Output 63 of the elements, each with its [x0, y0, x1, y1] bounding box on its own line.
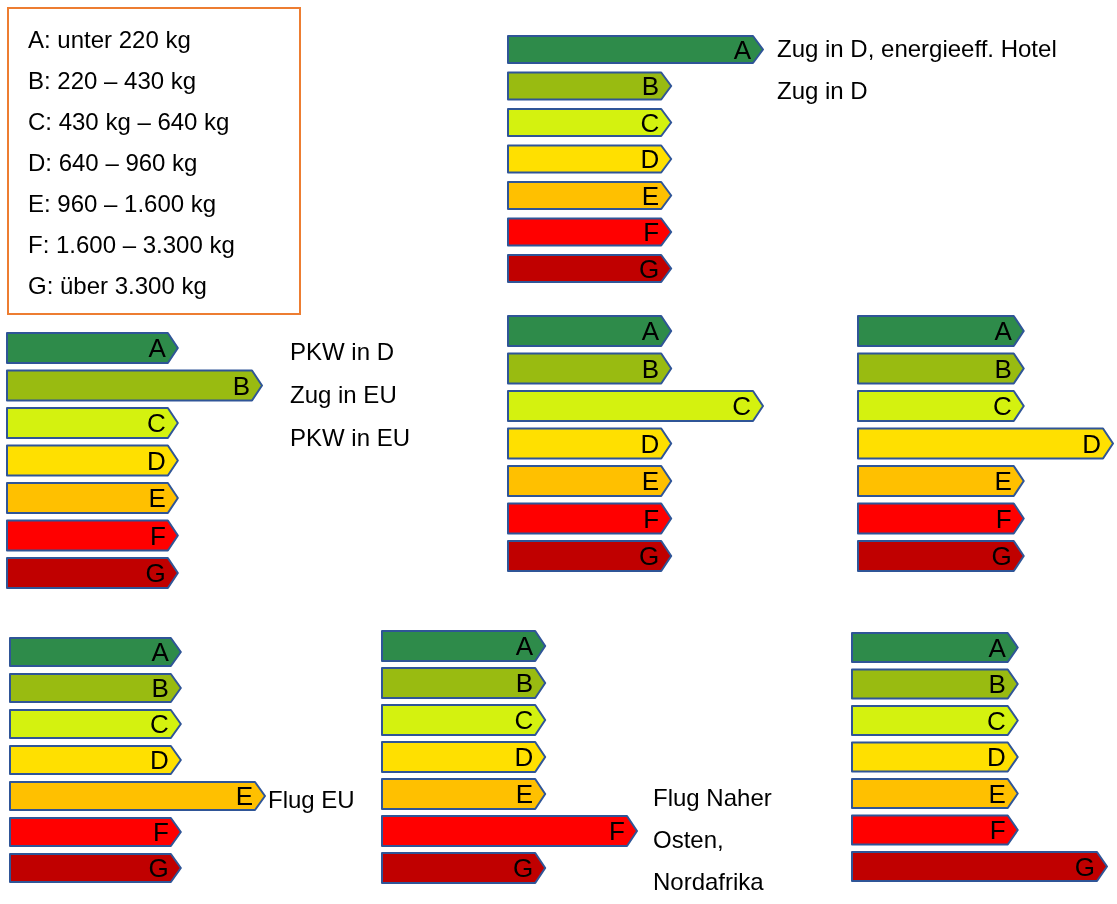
y-tick-label: G [991, 541, 1012, 571]
text: B: 220 – 430 kg [28, 67, 197, 94]
y-tick-label: D [147, 445, 166, 476]
y-tick-label: G [638, 253, 660, 284]
y-tick-label: A [515, 631, 534, 661]
y-tick-label: F [643, 503, 660, 534]
y-tick-label: D [640, 144, 660, 174]
y-tick-label: B [515, 668, 534, 698]
text: Zug in D [777, 77, 868, 104]
y-tick-label: C [732, 391, 751, 421]
text: PKW in EU [290, 424, 411, 451]
y-tick-label: E [988, 778, 1006, 809]
y-tick-label: C [514, 705, 534, 735]
y-tick-label: D [1082, 428, 1101, 459]
y-tick-label: B [151, 673, 169, 703]
text: Zug in EU [290, 381, 397, 408]
text: F: 1.600 – 3.300 kg [28, 231, 235, 258]
y-tick-label: F [152, 817, 169, 847]
y-tick-label: A [733, 34, 752, 65]
y-tick-label: B [994, 353, 1012, 384]
text: A: unter 220 kg [28, 26, 191, 53]
y-tick-label: F [643, 217, 660, 247]
y-tick-label: B [232, 370, 250, 401]
text: Flug EU [268, 786, 355, 813]
y-tick-label: F [149, 520, 166, 551]
y-tick-label: C [986, 705, 1006, 736]
y-tick-label: D [640, 428, 660, 459]
y-tick-label: C [640, 107, 660, 138]
text: C: 430 kg – 640 kg [28, 108, 230, 135]
y-tick-label: D [514, 742, 534, 772]
y-tick-label: G [148, 853, 169, 883]
y-tick-label: E [641, 466, 660, 496]
y-tick-label: F [989, 815, 1006, 845]
y-tick-label: F [609, 816, 625, 846]
text: PKW in D [290, 338, 395, 365]
text: E: 960 – 1.600 kg [28, 190, 217, 217]
y-tick-label: C [150, 709, 169, 739]
y-tick-label: E [641, 180, 660, 211]
y-tick-label: G [1074, 851, 1095, 882]
y-tick-label: A [151, 637, 170, 667]
y-tick-label: C [992, 391, 1012, 421]
text: Flug Naher Osten, Nordafrika [653, 784, 772, 895]
y-tick-label: C [147, 408, 166, 438]
y-tick-label: D [986, 742, 1006, 772]
y-tick-label: G [638, 541, 660, 571]
y-tick-label: B [641, 353, 660, 384]
y-tick-label: D [150, 745, 169, 775]
text: Zug in D, energieeff. Hotel [777, 35, 1057, 62]
y-tick-label: G [145, 558, 166, 588]
y-tick-label: F [995, 503, 1012, 534]
y-tick-label: E [235, 781, 253, 811]
text: G: über 3.300 kg [28, 272, 207, 299]
y-tick-label: E [148, 483, 166, 513]
y-tick-label: E [515, 779, 534, 809]
y-tick-label: B [988, 669, 1006, 699]
y-tick-label: E [994, 466, 1012, 496]
y-tick-label: A [148, 333, 167, 363]
y-tick-label: A [994, 316, 1013, 346]
y-tick-label: A [988, 632, 1007, 663]
y-tick-label: B [641, 71, 660, 101]
y-tick-label: A [641, 316, 660, 346]
y-tick-label: G [512, 853, 534, 883]
text: D: 640 – 960 kg [28, 149, 198, 176]
